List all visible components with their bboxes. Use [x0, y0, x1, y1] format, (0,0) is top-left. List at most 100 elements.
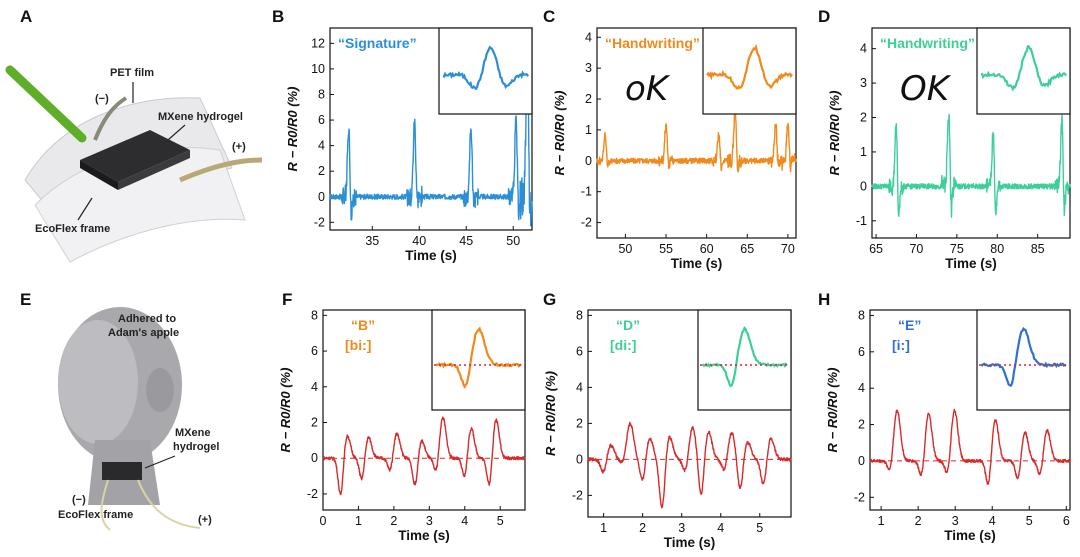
- x-tick-label-h: 6: [1063, 514, 1070, 528]
- y-axis-label-f: R − R0/R0 (%): [278, 368, 293, 453]
- panel-c-chart: C 50 55 60 65 70 -2 -1 0 1 2 3 4 Time (s) R − R0/R0 (…: [543, 7, 797, 271]
- y-axis-label-h: R − R0/R0 (%): [825, 368, 840, 453]
- plot-frame-c: [596, 27, 797, 239]
- panel-a-illustration: A PET film (−) MXene hydrogel (+) EcoFle…: [5, 7, 263, 263]
- y-tick-label-f: -2: [307, 487, 318, 501]
- panel-h-chart: H 1 2 3 4 5 6 -2 0 2 4 6 8 Time (s) R − R0/R0 (%) “E” […: [818, 290, 1071, 543]
- panel-label-d: D: [818, 7, 830, 26]
- inset-box-g: [697, 309, 792, 411]
- y-tick-label-d: 2: [860, 111, 867, 125]
- series-line-b: [329, 35, 533, 227]
- y-tick-label-h: 6: [858, 345, 865, 359]
- plot-frame-b: [329, 27, 533, 231]
- series-line-d: [871, 113, 1071, 218]
- x-tick-label-h: 2: [915, 514, 922, 528]
- panel-e-illustration: E Adhered to Adam's apple MXene hydrogel…: [20, 290, 219, 531]
- y-tick-label-f: 0: [311, 451, 318, 465]
- annotation-b: “Signature”: [338, 35, 417, 51]
- y-axis-label-b: R − R0/R0 (%): [285, 87, 300, 172]
- y-axis-label-d: R − R0/R0 (%): [827, 91, 842, 176]
- y-tick-label-c: 0: [585, 154, 592, 168]
- x-tick-label-g: 3: [678, 521, 685, 535]
- panel-label-c: C: [543, 7, 555, 26]
- x-tick-label-c: 55: [659, 242, 673, 256]
- y-tick-label-c: -1: [581, 185, 592, 199]
- y-tick-label-f: 4: [311, 380, 318, 394]
- y-tick-label-b: 0: [318, 190, 325, 204]
- x-tick-label-f: 1: [355, 514, 362, 528]
- inset-box-c: [702, 27, 797, 115]
- x-tick-label-b: 50: [506, 234, 520, 248]
- x-tick-label-g: 1: [600, 521, 607, 535]
- annotation-c: “Handwriting”: [605, 35, 700, 51]
- inset-line-b: [442, 45, 529, 91]
- x-tick-label-f: 3: [426, 514, 433, 528]
- x-tick-label-f: 4: [461, 514, 468, 528]
- panel-label-h: H: [818, 290, 830, 309]
- y-tick-label-d: 4: [860, 42, 867, 56]
- y-tick-label-b: 8: [318, 87, 325, 101]
- label-ecoflex-a: EcoFlex frame: [35, 223, 110, 235]
- wire-plus: [179, 157, 263, 183]
- inset-box-d: [976, 27, 1071, 115]
- y-tick-label-f: 8: [311, 308, 318, 322]
- x-tick-label-h: 4: [989, 514, 996, 528]
- x-tick-label-d: 80: [990, 242, 1004, 256]
- y-axis-label-c: R − R0/R0 (%): [552, 91, 567, 176]
- label-pet-film: PET film: [110, 67, 154, 79]
- label-minus-a: (−): [95, 93, 109, 105]
- y-tick-label-b: 6: [318, 113, 325, 127]
- label-minus-e: (−): [72, 494, 86, 506]
- x-axis-label-f: Time (s): [398, 528, 450, 543]
- panel-label-f: F: [282, 290, 292, 309]
- label-mxene-e-2: hydrogel: [173, 441, 219, 453]
- panel-label-a: A: [20, 7, 32, 26]
- mxene-hydrogel-shape: [80, 130, 190, 182]
- annotation-f: “B”: [351, 317, 375, 333]
- plot-frame-g: [587, 309, 792, 518]
- y-tick-label-c: 2: [585, 92, 592, 106]
- pen-shape: [5, 65, 87, 143]
- plot-frame-d: [871, 27, 1071, 239]
- y-tick-label-b: 2: [318, 164, 325, 178]
- inset-box-b: [438, 27, 533, 115]
- x-tick-label-c: 60: [700, 242, 714, 256]
- annotation-d: “Handwriting”: [880, 35, 975, 51]
- y-tick-label-g: 4: [576, 380, 583, 394]
- series-line-f: [322, 416, 526, 496]
- inset-box-h: [976, 309, 1071, 411]
- x-tick-label-h: 5: [1026, 514, 1033, 528]
- y-tick-label-c: 4: [585, 30, 592, 44]
- x-tick-label-g: 5: [756, 521, 763, 535]
- x-tick-label-d: 85: [1031, 242, 1045, 256]
- annotation-phonetic-g: [di:]: [610, 337, 636, 353]
- annotation-phonetic-f: [bi:]: [345, 337, 371, 353]
- x-tick-label-b: 45: [459, 234, 473, 248]
- y-tick-label-d: -1: [856, 214, 867, 228]
- sensor-shape: [102, 462, 142, 480]
- panel-d-chart: D 65 70 75 80 85 -1 0 1 2 3 4 Time (s) R − R0/R0 (%)…: [818, 7, 1071, 271]
- label-plus-a: (+): [232, 141, 246, 153]
- x-tick-label-c: 50: [618, 242, 632, 256]
- x-tick-label-d: 75: [950, 242, 964, 256]
- x-tick-label-g: 2: [639, 521, 646, 535]
- annotation-phonetic-h: [i:]: [892, 337, 910, 353]
- label-adhered-2: Adam's apple: [108, 327, 179, 339]
- y-tick-label-c: 3: [585, 61, 592, 75]
- label-plus-e: (+): [198, 514, 212, 526]
- wire-minus: [93, 96, 128, 141]
- x-tick-label-b: 35: [365, 234, 379, 248]
- y-tick-label-h: 0: [858, 454, 865, 468]
- y-tick-label-h: -2: [854, 490, 865, 504]
- x-tick-label-c: 65: [740, 242, 754, 256]
- inset-line-d: [980, 45, 1067, 92]
- inset-line-f: [435, 326, 522, 389]
- x-axis-label-d: Time (s): [945, 256, 997, 271]
- y-tick-label-d: 1: [860, 145, 867, 159]
- y-tick-label-g: 6: [576, 344, 583, 358]
- y-tick-label-h: 8: [858, 308, 865, 322]
- y-tick-label-b: 4: [318, 139, 325, 153]
- y-tick-label-f: 2: [311, 416, 318, 430]
